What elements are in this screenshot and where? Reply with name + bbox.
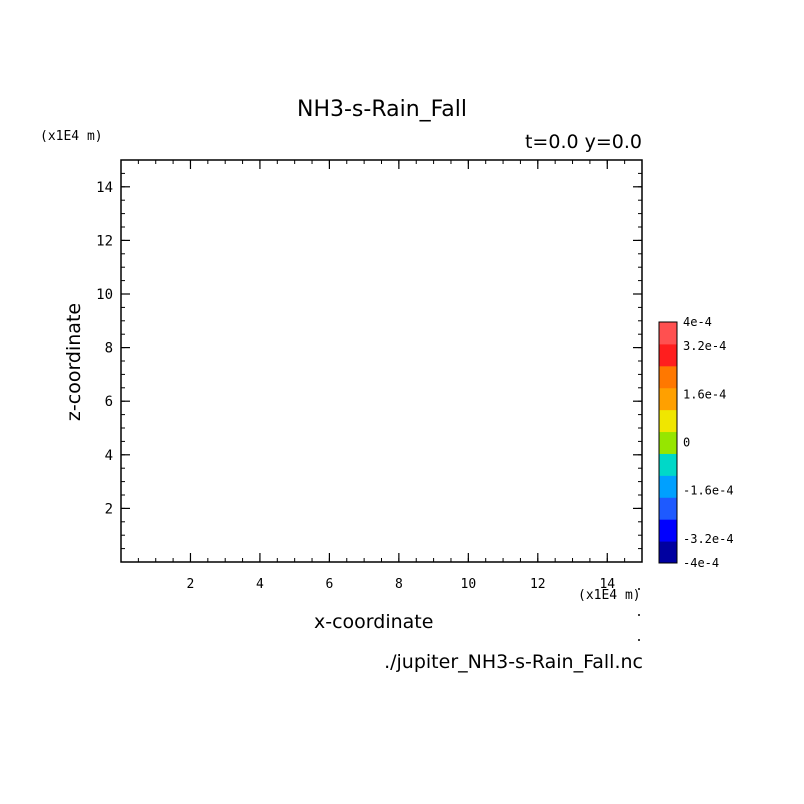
colorbar-tick-label: 3.2e-4 bbox=[683, 339, 726, 353]
colorbar-segment bbox=[659, 365, 677, 389]
colorbar-tick-label: -4e-4 bbox=[683, 556, 719, 570]
colorbar-segment bbox=[659, 431, 677, 454]
colorbar-segment bbox=[659, 453, 677, 476]
marker-dot bbox=[638, 588, 640, 590]
colorbar-tick-label: -3.2e-4 bbox=[683, 532, 734, 546]
x-tick-label: 12 bbox=[530, 577, 546, 592]
colorbar-tick-label: -1.6e-4 bbox=[683, 484, 734, 498]
x-tick-label: 6 bbox=[325, 577, 333, 592]
x-tick-label: 8 bbox=[395, 577, 403, 592]
y-tick-label: 2 bbox=[105, 501, 113, 517]
x-tick-label: 2 bbox=[187, 577, 195, 592]
colorbar-segment bbox=[659, 343, 677, 367]
colorbar-segment bbox=[659, 475, 677, 498]
x-tick-label: 14 bbox=[599, 577, 615, 592]
colorbar-tick-label: 0 bbox=[683, 436, 690, 450]
plot-area bbox=[120, 159, 643, 563]
colorbar-frame bbox=[658, 321, 678, 564]
colorbar-tick-label: 1.6e-4 bbox=[683, 387, 726, 401]
colorbar: 4e-4 3.2e-4 1.6e-4 0 -1.6e-4 -3.2e-4 -4e-4 bbox=[658, 315, 734, 570]
y-tick-label: 10 bbox=[96, 287, 113, 303]
colorbar-segment bbox=[659, 541, 677, 564]
y-axis-unit: (x1E4 m) bbox=[40, 129, 103, 144]
y-tick-label: 14 bbox=[96, 180, 113, 196]
y-tick-label: 4 bbox=[105, 448, 113, 464]
colorbar-segment bbox=[659, 387, 677, 411]
x-tick-label: 4 bbox=[256, 577, 264, 592]
colorbar-segment bbox=[659, 409, 677, 433]
axis-ticks: 2 4 6 8 10 12 14 2 4 6 8 10 12 14 bbox=[96, 160, 642, 592]
x-axis-unit: (x1E4 m) bbox=[578, 588, 641, 603]
x-tick-label: 10 bbox=[461, 577, 477, 592]
marker-dot bbox=[638, 639, 640, 641]
marker-dot bbox=[638, 614, 640, 616]
y-tick-label: 8 bbox=[105, 341, 113, 357]
y-tick-label: 12 bbox=[96, 233, 113, 249]
time-info: t=0.0 y=0.0 bbox=[524, 131, 642, 153]
x-axis-label: x-coordinate bbox=[314, 611, 434, 633]
colorbar-segment bbox=[659, 519, 677, 542]
marker-dots bbox=[638, 588, 640, 641]
chart-title: NH3-s-Rain_Fall bbox=[296, 97, 468, 122]
colorbar-segment bbox=[659, 322, 677, 345]
colorbar-segment bbox=[659, 497, 677, 520]
source-file-label: ./jupiter_NH3-s-Rain_Fall.nc bbox=[384, 651, 643, 673]
y-tick-label: 6 bbox=[105, 394, 113, 410]
colorbar-tick-label: 4e-4 bbox=[683, 315, 712, 329]
